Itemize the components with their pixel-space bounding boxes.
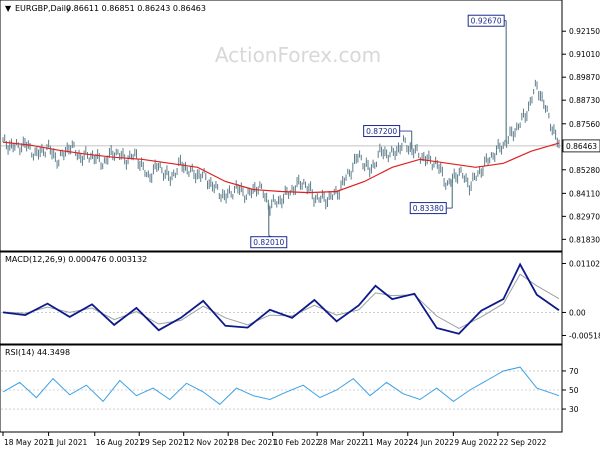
header-ohlc: 0.86611 0.86851 0.86243 0.86463	[66, 4, 206, 13]
annotation-label: 0.87200	[366, 127, 397, 136]
current-price-label: 0.86463	[566, 142, 597, 151]
moving-average-line	[2, 141, 560, 194]
rsi-line	[2, 366, 560, 405]
y-tick-label: 0.91010	[569, 50, 600, 59]
price-header: ▼ EURGBP,Daily 0.86611 0.86851 0.86243 0…	[5, 4, 206, 13]
header-arrow: ▼	[5, 4, 12, 13]
x-tick-label: 28 Mar 2022	[318, 438, 366, 447]
rsi-gridlines	[1, 370, 561, 410]
rsi-panel: 70 50 30 RSI(14) 44.3498	[0, 344, 579, 433]
rsi-header: RSI(14) 44.3498	[5, 348, 70, 357]
y-tick-label: 0.87560	[569, 120, 600, 129]
watermark: ActionForex.com	[215, 43, 381, 67]
x-tick-label: 12 Nov 2021	[185, 438, 233, 447]
y-tick-label: 0.82970	[569, 212, 600, 221]
annotation-label: 0.83380	[413, 204, 444, 213]
macd-lines	[2, 262, 560, 335]
annotation-box	[250, 236, 288, 249]
y-tick-label: 0.85280	[569, 166, 600, 175]
annotation-box	[467, 14, 505, 27]
x-tick-label: 16 Aug 2021	[96, 438, 144, 447]
y-tick-label: 0.88730	[569, 96, 600, 105]
y-tick-label: 0.81830	[569, 235, 600, 244]
x-tick-label: 1 Jul 2021	[50, 438, 88, 447]
y-tick-label: 50	[569, 386, 579, 395]
y-tick-label: 30	[569, 405, 579, 414]
annotation-label: 0.82010	[253, 238, 284, 247]
current-price-box	[562, 139, 600, 153]
y-tick-label: 0.00	[569, 308, 586, 317]
y-tick-label: 0.011023	[569, 259, 600, 268]
x-tick-label: 29 Sep 2021	[140, 438, 188, 447]
x-tick-label: 24 Jun 2022	[409, 438, 454, 447]
y-tick-label: -0.005182	[569, 331, 600, 340]
rsi-y-axis: 70 50 30	[562, 367, 579, 414]
header-symbol: EURGBP,Daily	[15, 4, 71, 13]
x-tick-label: 9 Aug 2022	[454, 438, 497, 447]
y-tick-label: 70	[569, 367, 579, 376]
price-y-axis: 0.92150 0.91010 0.89870 0.88730 0.87560 0.864…	[562, 27, 600, 244]
macd-y-axis: 0.011023 0.00 -0.005182	[562, 259, 600, 340]
moving-average-path	[2, 141, 560, 194]
y-tick-label: 0.89870	[569, 73, 600, 82]
x-tick-label: 11 May 2022	[364, 438, 413, 447]
price-panel: ActionForex.com 0.92670 0.87200 0.83380 0.8…	[0, 0, 600, 252]
rsi-path	[2, 366, 560, 405]
annotation-box	[363, 125, 401, 138]
price-bars	[2, 20, 560, 236]
x-tick-label: 10 Feb 2022	[274, 438, 321, 447]
macd-header: MACD(12,26,9) 0.000476 0.003132	[5, 255, 147, 264]
macd-main-line	[2, 262, 560, 335]
annotation-label: 0.92670	[471, 17, 502, 26]
macd-panel: 0.011023 0.00 -0.005182 MACD(12,26,9) 0.00…	[0, 251, 600, 345]
x-tick-label: 22 Sep 2022	[499, 438, 547, 447]
x-tick-label: 18 May 2021	[4, 438, 53, 447]
x-tick-label: 28 Dec 2021	[229, 438, 277, 447]
annotation-box	[409, 202, 447, 215]
y-tick-label: 0.84110	[569, 189, 600, 198]
price-annotations: 0.92670 0.87200 0.83380 0.82010	[250, 14, 507, 249]
y-tick-label: 0.92150	[569, 27, 600, 36]
